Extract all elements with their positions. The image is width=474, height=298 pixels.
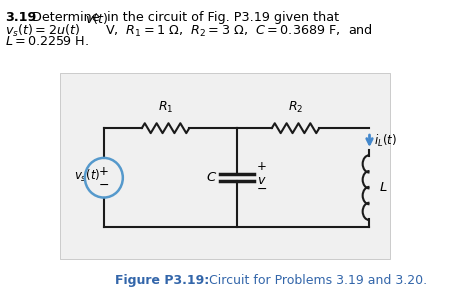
Text: −: −	[256, 183, 267, 195]
Text: $L$: $L$	[379, 181, 388, 194]
Text: $i_L(t)$: $i_L(t)$	[374, 133, 397, 149]
Text: $L = 0.2259$ H.: $L = 0.2259$ H.	[5, 35, 90, 48]
Text: +: +	[256, 160, 266, 173]
Text: $v_s(t)$: $v_s(t)$	[73, 168, 100, 184]
Text: $v_s(t) = 2u(t)$: $v_s(t) = 2u(t)$	[5, 23, 80, 39]
Text: Circuit for Problems 3.19 and 3.20.: Circuit for Problems 3.19 and 3.20.	[201, 274, 427, 287]
Text: $R_2$: $R_2$	[288, 100, 303, 115]
Text: $v$: $v$	[256, 174, 266, 187]
Text: V,  $R_1 = 1\ \Omega$,  $R_2 = 3\ \Omega$,  $C = 0.3689$ F,  and: V, $R_1 = 1\ \Omega$, $R_2 = 3\ \Omega$,…	[101, 23, 373, 39]
Text: Determine: Determine	[32, 11, 103, 24]
Text: −: −	[99, 179, 109, 192]
FancyBboxPatch shape	[60, 73, 391, 259]
Text: $R_1$: $R_1$	[158, 100, 173, 115]
Text: Figure P3.19:: Figure P3.19:	[115, 274, 210, 287]
Text: 3.19: 3.19	[5, 11, 36, 24]
Text: in the circuit of Fig. P3.19 given that: in the circuit of Fig. P3.19 given that	[103, 11, 339, 24]
Text: $C$: $C$	[206, 171, 217, 184]
Text: +: +	[99, 165, 109, 178]
Text: $v(t)$: $v(t)$	[85, 11, 108, 26]
